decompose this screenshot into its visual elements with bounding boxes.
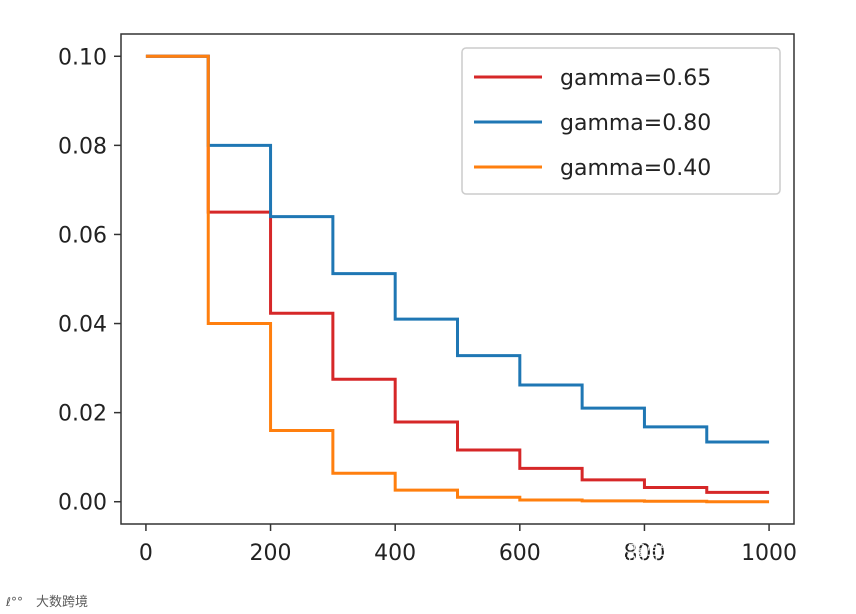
x-tick-label: 0 (139, 541, 153, 566)
series-line-3 (145, 54, 770, 504)
x-tick-label: 800 (623, 541, 665, 566)
legend-label: gamma=0.40 (560, 156, 711, 181)
watermark-corner: ℓ°° 大数跨境 (5, 595, 88, 610)
plot-frame (120, 33, 795, 525)
y-tick-label: 0.04 (58, 313, 107, 338)
x-tick-label: 200 (250, 541, 292, 566)
y-tick-label: 0.02 (58, 402, 107, 427)
x-tick-label: 400 (374, 541, 416, 566)
watermark-zhihu-text: 知乎 @机器学习入坑者 (540, 541, 746, 565)
legend-box (461, 47, 781, 195)
watermark-zhihu: 知乎 @机器学习入坑者 (540, 541, 746, 565)
watermark-corner-text: 大数跨境 (36, 595, 88, 610)
legend-label: gamma=0.80 (560, 111, 711, 136)
series-layer (145, 54, 770, 504)
y-tick-label: 0.00 (58, 491, 107, 516)
y-tick-label: 0.10 (58, 45, 107, 70)
x-tick-label: 600 (499, 541, 541, 566)
y-tick-label: 0.06 (58, 223, 107, 248)
legend: gamma=0.65 gamma=0.80 gamma=0.40 (461, 47, 781, 195)
y-tick-label: 0.08 (58, 134, 107, 159)
watermark-corner-logo-icon: ℓ°° (5, 595, 23, 609)
series-line-2 (145, 54, 770, 444)
x-tick-label: 1000 (741, 541, 797, 566)
ticks-layer: 0 200 400 600 800 1000 0.00 0.02 0.04 0.06 0.08 0.1… (58, 45, 797, 566)
series-line-1 (145, 54, 770, 494)
legend-label: gamma=0.65 (560, 66, 711, 91)
